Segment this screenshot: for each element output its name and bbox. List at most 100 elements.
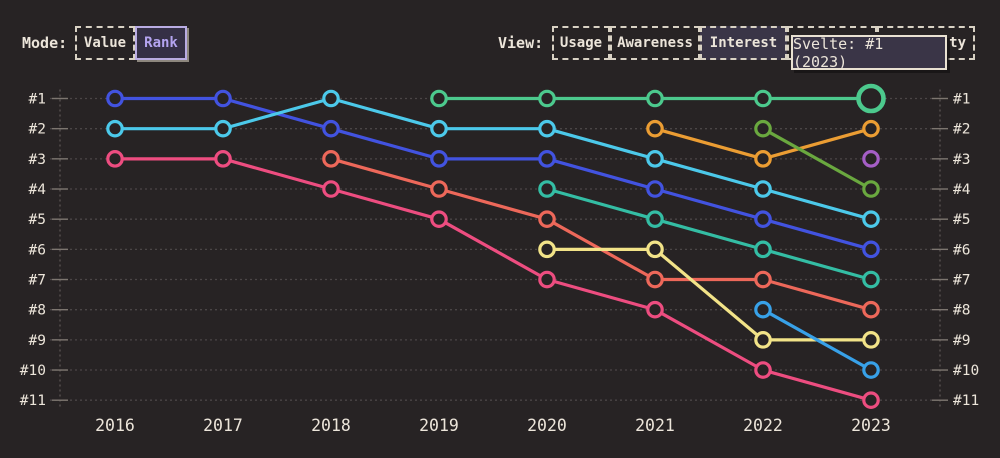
x-axis-label: 2020 <box>527 416 567 435</box>
data-point-cyan[interactable] <box>322 89 340 108</box>
rank-label-right: #7 <box>953 273 970 289</box>
x-axis-labels: 2016 2017 2018 2019 2020 2021 2022 2023 <box>95 416 891 435</box>
series-line-salmon[interactable] <box>329 157 873 312</box>
tooltip-text: Svelte: #1 (2023) <box>793 34 884 71</box>
series-line-teal[interactable] <box>545 187 873 282</box>
series-line-pink[interactable] <box>113 157 873 402</box>
data-point-teal[interactable] <box>754 240 772 259</box>
axes <box>52 89 948 410</box>
data-point-blue[interactable] <box>862 240 880 259</box>
data-point-amber[interactable] <box>646 119 664 138</box>
x-axis-label: 2017 <box>203 416 243 435</box>
data-point-svelte[interactable] <box>430 89 448 108</box>
data-point-olive[interactable] <box>862 180 880 198</box>
rank-label-right: #5 <box>953 212 970 228</box>
series-line-sky-blue[interactable] <box>761 308 873 372</box>
rank-label-left: #4 <box>29 182 47 198</box>
mode-label: Mode: <box>22 34 68 52</box>
x-axis-label: 2023 <box>851 416 891 435</box>
data-point-yellow[interactable] <box>646 240 664 259</box>
data-point-blue[interactable] <box>106 89 124 108</box>
data-point-salmon[interactable] <box>646 270 664 289</box>
tooltip: Svelte: #1 (2023) <box>791 34 947 71</box>
data-point-sky-blue[interactable] <box>754 300 772 319</box>
data-point-blue[interactable] <box>538 150 556 168</box>
view-button-usage[interactable]: Usage <box>552 26 610 60</box>
data-point-cyan[interactable] <box>646 150 664 168</box>
data-point-yellow[interactable] <box>862 331 880 349</box>
data-point-cyan[interactable] <box>214 119 232 138</box>
rank-label-right: #8 <box>953 303 970 319</box>
data-point-salmon[interactable] <box>862 300 880 319</box>
rank-label-right: #3 <box>953 152 970 168</box>
rank-label-right: #2 <box>953 122 970 138</box>
data-point-yellow[interactable] <box>538 240 556 259</box>
rank-label-left: #2 <box>29 122 46 138</box>
data-point-svelte[interactable] <box>538 89 556 108</box>
data-point-cyan[interactable] <box>754 180 772 198</box>
data-point-teal[interactable] <box>862 270 880 289</box>
view-button-interest[interactable]: Interest <box>700 26 787 60</box>
rank-label-left: #10 <box>20 363 46 379</box>
data-point-amber[interactable] <box>862 119 880 138</box>
data-point-olive[interactable] <box>754 119 772 138</box>
x-axis-label: 2019 <box>419 416 459 435</box>
data-point-pink[interactable] <box>322 180 340 198</box>
data-point-teal[interactable] <box>538 180 556 198</box>
series-line-cyan[interactable] <box>113 96 873 221</box>
rank-label-right: #1 <box>953 92 970 108</box>
data-point-cyan[interactable] <box>862 210 880 228</box>
x-axis-label: 2021 <box>635 416 675 435</box>
rank-label-right: #9 <box>953 333 970 349</box>
series-lines <box>113 96 873 402</box>
rank-label-right: #4 <box>953 182 971 198</box>
mode-button-rank[interactable]: Rank <box>135 26 187 60</box>
data-point-salmon[interactable] <box>538 210 556 228</box>
rank-label-left: #3 <box>29 152 46 168</box>
data-point-pink[interactable] <box>106 150 124 168</box>
rank-label-left: #11 <box>20 393 46 409</box>
data-point-amber[interactable] <box>754 150 772 168</box>
data-point-yellow[interactable] <box>754 331 772 349</box>
data-points <box>106 83 886 409</box>
rank-label-right: #6 <box>953 242 970 258</box>
data-point-salmon[interactable] <box>322 150 340 168</box>
data-point-pink[interactable] <box>538 270 556 289</box>
rank-label-left: #7 <box>29 273 46 289</box>
data-point-blue[interactable] <box>430 150 448 168</box>
view-button-awareness[interactable]: Awareness <box>610 26 700 60</box>
rank-labels: #1 #1 #2 #2 #3 #3 #4 #4 #5 #5 #6 #6 #7 #7 #8 #8 #9 #9 #10 #… <box>20 92 979 410</box>
rank-label-left: #1 <box>29 92 46 108</box>
data-point-blue[interactable] <box>322 119 340 138</box>
data-point-blue[interactable] <box>646 180 664 198</box>
data-point-blue[interactable] <box>754 210 772 228</box>
data-point-salmon[interactable] <box>430 180 448 198</box>
series-line-blue[interactable] <box>113 96 873 251</box>
data-point-cyan[interactable] <box>106 119 124 138</box>
data-point-svelte[interactable] <box>646 89 664 108</box>
data-point-pink[interactable] <box>646 300 664 319</box>
rank-label-left: #8 <box>29 303 46 319</box>
data-point-pink[interactable] <box>430 210 448 228</box>
data-point-svelte[interactable] <box>754 89 772 108</box>
data-point-pink[interactable] <box>214 150 232 168</box>
rank-label-left: #9 <box>29 333 46 349</box>
data-point-pink[interactable] <box>862 391 880 409</box>
data-point-pink[interactable] <box>754 361 772 379</box>
data-point-cyan[interactable] <box>538 119 556 138</box>
mode-button-value[interactable]: Value <box>75 26 135 60</box>
data-point-salmon[interactable] <box>754 270 772 289</box>
data-point-purple[interactable] <box>862 150 880 168</box>
rank-label-left: #5 <box>29 212 46 228</box>
data-point-sky-blue[interactable] <box>862 361 880 379</box>
view-label: View: <box>498 34 544 52</box>
data-point-svelte-highlighted[interactable] <box>856 83 886 114</box>
x-axis-label: 2022 <box>743 416 783 435</box>
x-axis-label: 2016 <box>95 416 135 435</box>
data-point-cyan[interactable] <box>430 119 448 138</box>
rank-label-right: #11 <box>953 393 979 409</box>
series-line-olive[interactable] <box>761 127 873 191</box>
data-point-blue[interactable] <box>214 89 232 108</box>
data-point-teal[interactable] <box>646 210 664 228</box>
